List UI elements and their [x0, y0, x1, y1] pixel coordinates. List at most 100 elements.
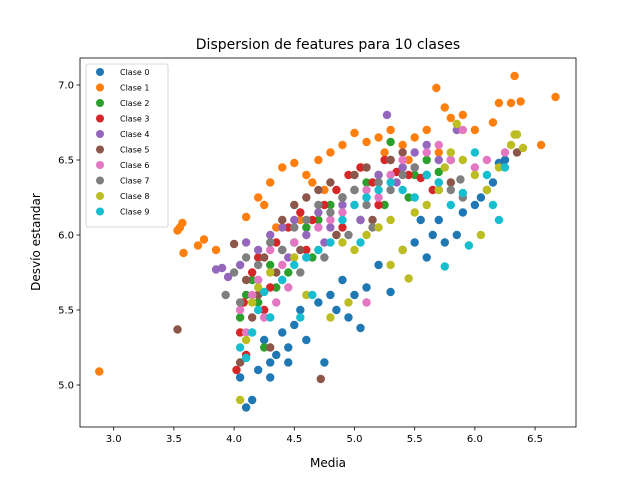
- point-clase-6-27: [284, 283, 293, 292]
- point-clase-0-14: [326, 290, 335, 300]
- point-clase-0-34: [500, 155, 510, 165]
- point-clase-8-23: [470, 170, 480, 180]
- point-clase-3-24: [374, 200, 383, 210]
- point-clase-6-15: [374, 193, 383, 202]
- point-clase-7-23: [296, 268, 305, 277]
- point-clase-4-8: [290, 215, 299, 225]
- data-points: [95, 71, 560, 412]
- point-clase-0-2: [247, 395, 257, 405]
- point-clase-0-20: [374, 260, 383, 270]
- y-tick-label-1: 5.5: [58, 306, 74, 317]
- point-clase-1-15: [326, 148, 335, 157]
- point-clase-0-37: [344, 313, 353, 322]
- point-clase-1-24: [432, 83, 441, 93]
- point-clase-5-17: [362, 163, 371, 172]
- point-clase-8-32: [386, 260, 395, 270]
- point-clase-1-9: [253, 193, 263, 202]
- point-clase-4-23: [284, 253, 293, 262]
- legend-marker-4: [96, 130, 104, 138]
- point-clase-9-26: [482, 170, 492, 180]
- point-clase-9-11: [326, 238, 335, 247]
- point-clase-9-0: [235, 343, 245, 352]
- point-clase-4-18: [398, 163, 407, 172]
- point-clase-7-14: [374, 178, 383, 187]
- point-clase-4-11: [326, 223, 335, 232]
- point-clase-4-12: [338, 200, 347, 210]
- point-clase-1-29: [488, 118, 498, 127]
- legend-marker-0: [96, 68, 104, 76]
- point-clase-8-22: [458, 155, 468, 165]
- point-clase-8-17: [410, 208, 419, 217]
- point-clase-0-39: [284, 358, 293, 367]
- legend-marker-6: [96, 161, 104, 169]
- point-clase-9-7: [290, 260, 299, 270]
- x-tick-label-0: 3.0: [106, 434, 122, 445]
- point-clase-0-23: [410, 238, 419, 247]
- point-clase-3-14: [356, 163, 365, 172]
- point-clase-0-26: [434, 215, 443, 225]
- legend-label-9: Clase 9: [120, 208, 149, 217]
- point-clase-5-20: [398, 148, 407, 157]
- point-clase-0-12: [314, 298, 323, 307]
- point-clase-5-9: [278, 215, 287, 225]
- point-clase-0-8: [284, 343, 293, 352]
- point-clase-7-15: [386, 185, 395, 195]
- point-clase-1-7: [211, 245, 221, 255]
- point-clase-1-22: [410, 133, 419, 142]
- point-clase-6-12: [338, 208, 347, 217]
- point-clase-3-10: [308, 215, 317, 225]
- point-clase-0-11: [302, 335, 311, 345]
- x-tick-label-2: 4.0: [226, 434, 242, 445]
- point-clase-6-16: [386, 170, 395, 180]
- point-clase-2-23: [308, 253, 317, 262]
- point-clase-6-22: [458, 125, 468, 135]
- point-clase-4-1: [217, 263, 227, 273]
- point-clase-0-4: [259, 335, 269, 345]
- point-clase-1-40: [380, 148, 389, 157]
- x-tick-label-3: 4.5: [286, 434, 302, 445]
- point-clase-0-36: [416, 215, 425, 225]
- point-clase-6-11: [326, 215, 335, 225]
- legend-box: [85, 63, 169, 228]
- point-clase-1-26: [446, 113, 455, 123]
- point-clase-9-24: [464, 241, 474, 250]
- point-clase-7-22: [456, 175, 465, 184]
- point-clase-7-5: [266, 238, 275, 247]
- point-clase-4-7: [278, 223, 287, 232]
- point-clase-9-23: [458, 188, 468, 198]
- point-clase-7-16: [398, 170, 407, 180]
- point-clase-0-28: [452, 230, 462, 240]
- point-clase-2-9: [302, 223, 311, 232]
- point-clase-4-20: [422, 140, 431, 150]
- point-clase-8-14: [386, 215, 395, 225]
- point-clase-0-25: [428, 230, 437, 240]
- point-clase-7-26: [368, 223, 377, 232]
- point-clase-4-10: [314, 208, 323, 217]
- point-clase-7-3: [241, 253, 251, 262]
- point-clase-6-4: [259, 313, 269, 322]
- point-clase-1-14: [314, 155, 323, 165]
- point-clase-8-9: [326, 313, 335, 322]
- point-clase-1-41: [404, 155, 413, 165]
- point-clase-4-22: [452, 125, 462, 135]
- point-clase-3-12: [332, 185, 341, 195]
- point-clase-6-21: [446, 155, 455, 165]
- point-clase-0-5: [266, 358, 275, 367]
- point-clase-3-18: [404, 170, 413, 180]
- point-clase-9-19: [422, 170, 431, 180]
- y-tick-label-4: 7.0: [58, 81, 74, 92]
- legend-label-4: Clase 4: [120, 130, 149, 139]
- point-clase-4-21: [434, 155, 443, 165]
- point-clase-1-8: [241, 212, 251, 222]
- point-clase-0-9: [290, 320, 299, 330]
- point-clase-4-19: [410, 148, 419, 157]
- legend-marker-5: [96, 145, 104, 154]
- point-clase-1-42: [434, 148, 443, 157]
- point-clase-3-16: [380, 155, 389, 165]
- y-tick-label-2: 6.0: [58, 231, 74, 242]
- point-clase-5-11: [302, 193, 311, 202]
- point-clase-8-1: [241, 335, 251, 345]
- y-axis-ticks: 5.0 5.5 6.0 6.5 7.0: [58, 81, 80, 392]
- point-clase-9-15: [374, 185, 383, 195]
- point-clase-1-32: [510, 71, 519, 81]
